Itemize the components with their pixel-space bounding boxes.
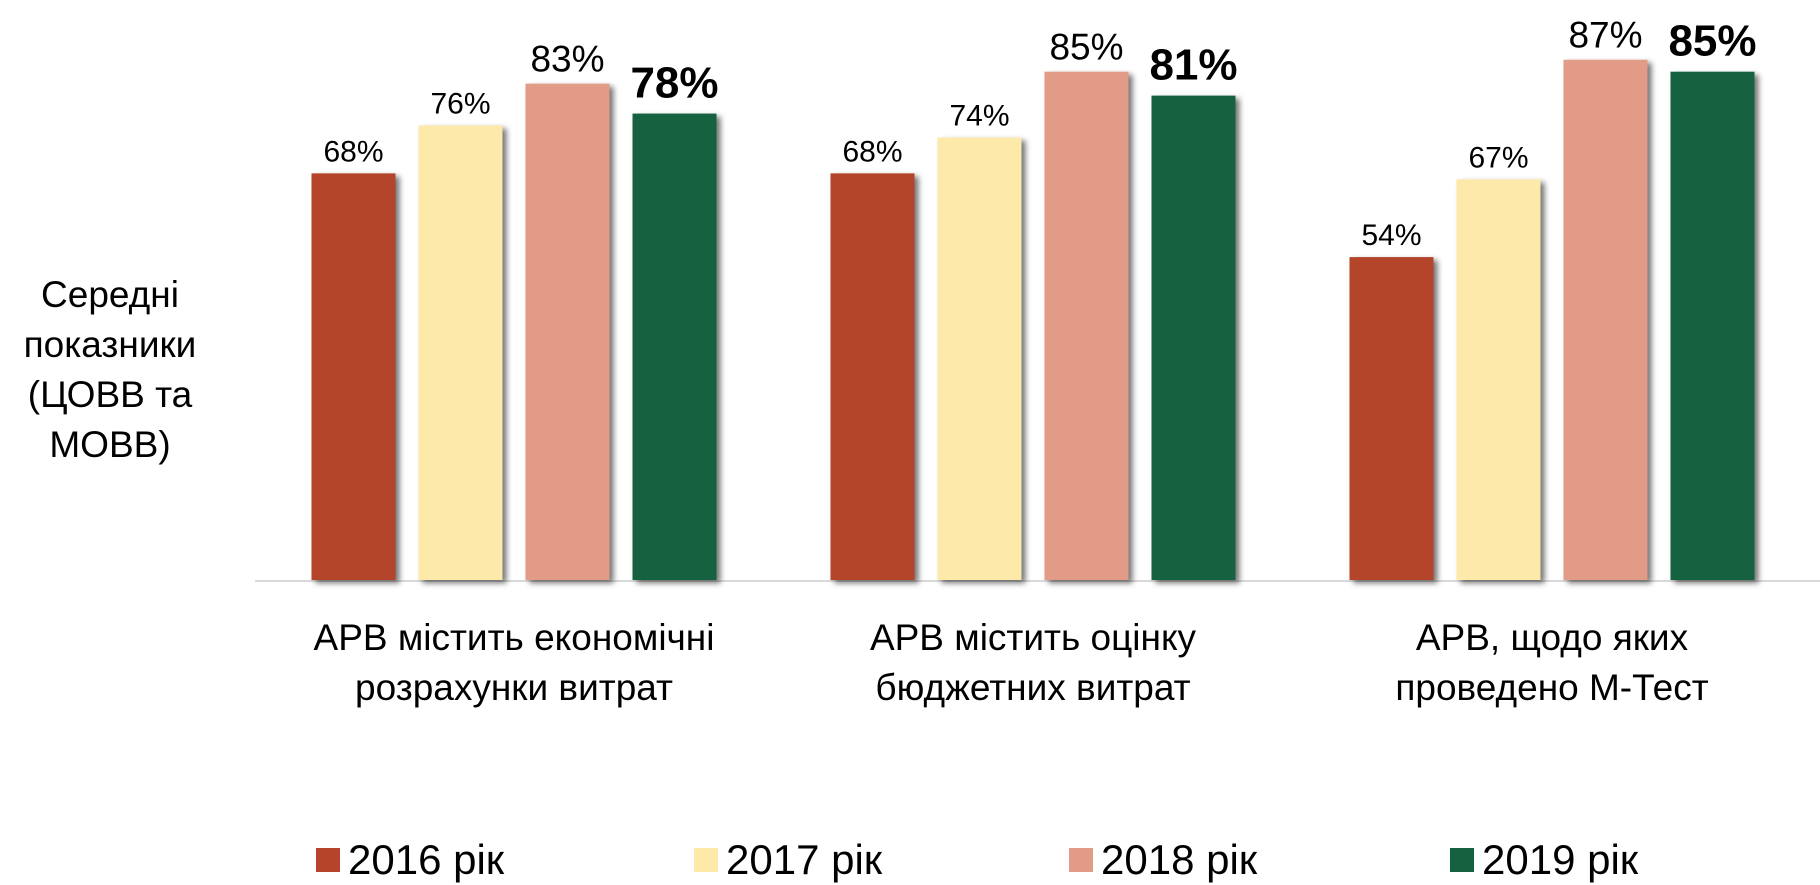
bar (525, 83, 610, 580)
bar (311, 173, 396, 581)
data-label: 85% (1668, 17, 1756, 66)
y-axis-label: показники (24, 324, 197, 365)
data-label: 78% (630, 59, 718, 108)
data-label: 85% (1049, 27, 1123, 68)
data-label: 81% (1149, 41, 1237, 90)
bar (1563, 59, 1648, 581)
data-label: 83% (530, 39, 604, 80)
legend-swatch (316, 848, 340, 872)
x-tick-label: АРВ містить економічні (314, 617, 715, 658)
y-axis-label: Середні (41, 274, 179, 315)
legend-swatch (694, 848, 718, 872)
x-tick-label: АРВ, щодо яких (1416, 617, 1689, 658)
y-axis-label: (ЦОВВ та (28, 374, 193, 415)
legend-swatch (1450, 848, 1474, 872)
bar (1044, 71, 1129, 580)
x-tick-label: бюджетних витрат (875, 667, 1190, 708)
x-tick-label: АРВ містить оцінку (870, 617, 1197, 658)
bar (1670, 71, 1755, 580)
data-label: 74% (949, 99, 1009, 132)
data-label: 87% (1568, 15, 1642, 56)
bar (1151, 95, 1236, 581)
legend-label: 2017 рік (726, 836, 883, 883)
data-label: 76% (430, 88, 490, 121)
data-label: 67% (1468, 141, 1528, 174)
bar (937, 137, 1022, 581)
legend-label: 2018 рік (1101, 836, 1258, 883)
x-tick-label: проведено М-Тест (1395, 667, 1708, 708)
bar (418, 125, 503, 581)
bar (632, 113, 717, 580)
legend-label: 2019 рік (1482, 836, 1639, 883)
data-label: 68% (842, 135, 902, 168)
data-label: 54% (1361, 219, 1421, 252)
x-tick-label: розрахунки витрат (355, 667, 673, 708)
bar (1349, 257, 1434, 580)
bar (1456, 179, 1541, 580)
bar (830, 173, 915, 581)
y-axis-label: МОВВ) (49, 424, 170, 465)
legend-label: 2016 рік (348, 836, 505, 883)
legend-swatch (1069, 848, 1093, 872)
data-label: 68% (323, 135, 383, 168)
